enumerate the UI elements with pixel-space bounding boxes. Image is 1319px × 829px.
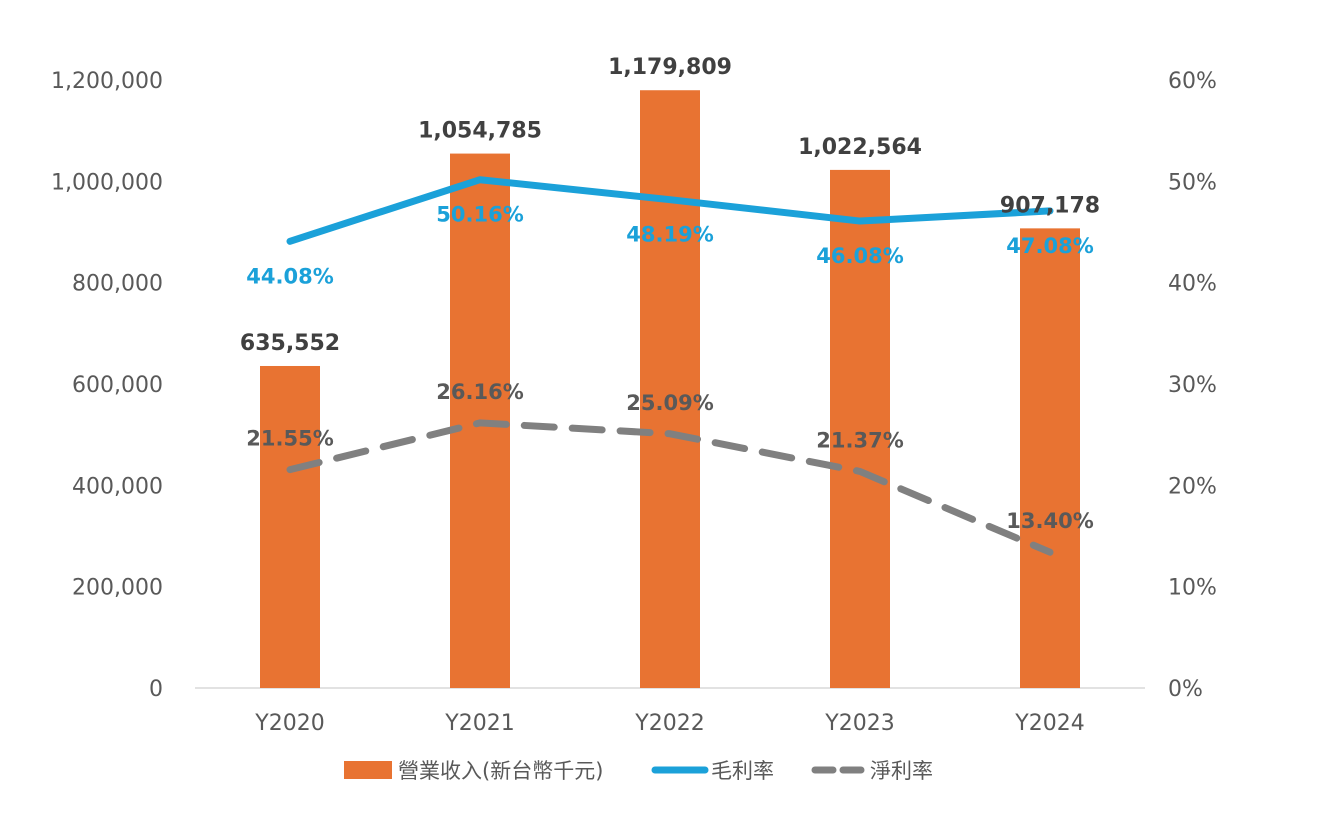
gross-margin-data-label: 48.19% (626, 223, 713, 247)
revenue-bar (830, 169, 890, 689)
right-axis-tick-label: 10% (1168, 576, 1217, 601)
right-axis-tick-label: 60% (1168, 69, 1217, 94)
category-tick-label: Y2023 (824, 711, 894, 736)
revenue-bar (260, 365, 320, 688)
revenue-data-labels: 635,552 1,054,785 1,179,809 1,022,564 907,17… (240, 55, 1100, 356)
legend-net-margin-label: 淨利率 (870, 759, 933, 783)
right-axis-tick-label: 30% (1168, 373, 1217, 398)
category-tick-label: Y2024 (1014, 711, 1084, 736)
left-axis-tick-label: 200,000 (72, 576, 163, 601)
net-margin-line (286, 419, 1054, 556)
right-axis-tick-label: 40% (1168, 272, 1217, 297)
left-axis-tick-label: 0 (149, 677, 163, 702)
category-tick-label: Y2021 (444, 711, 514, 736)
left-axis-ticks: 0 200,000 400,000 600,000 800,000 1,000,000 1,… (51, 69, 163, 702)
revenue-bar (640, 90, 700, 689)
revenue-bar (1020, 228, 1080, 688)
gross-margin-data-label: 47.08% (1006, 234, 1093, 258)
right-axis-tick-label: 50% (1168, 170, 1217, 195)
legend: 營業收入(新台幣千元) 毛利率 淨利率 (344, 759, 933, 783)
legend-revenue-label: 營業收入(新台幣千元) (398, 759, 603, 783)
net-margin-data-labels: 21.55% 26.16% 25.09% 21.37% 13.40% (246, 380, 1093, 533)
legend-gross-margin-label: 毛利率 (711, 759, 774, 783)
legend-revenue-swatch (344, 761, 392, 779)
revenue-data-label: 635,552 (240, 331, 340, 356)
net-margin-data-label: 21.55% (246, 427, 333, 451)
gross-margin-data-label: 46.08% (816, 244, 903, 268)
revenue-data-label: 1,179,809 (608, 55, 732, 80)
net-margin-data-label: 26.16% (436, 380, 523, 404)
gross-margin-line (286, 176, 1054, 245)
category-tick-label: Y2022 (634, 711, 704, 736)
right-axis-ticks: 0% 10% 20% 30% 40% 50% 60% (1168, 69, 1217, 702)
category-tick-label: Y2020 (254, 711, 324, 736)
revenue-bars (260, 90, 1080, 689)
net-margin-series (286, 419, 1054, 556)
right-axis-tick-label: 0% (1168, 677, 1203, 702)
net-margin-data-label: 21.37% (816, 428, 903, 452)
net-margin-data-label: 13.40% (1006, 509, 1093, 533)
left-axis-tick-label: 1,000,000 (51, 170, 163, 195)
left-axis-tick-label: 800,000 (72, 272, 163, 297)
gross-margin-data-label: 44.08% (246, 264, 333, 288)
category-labels: Y2020 Y2021 Y2022 Y2023 Y2024 (254, 711, 1084, 736)
gross-margin-data-label: 50.16% (436, 203, 523, 227)
gross-margin-data-labels: 44.08% 50.16% 48.19% 46.08% 47.08% (246, 203, 1093, 289)
left-axis-tick-label: 600,000 (72, 373, 163, 398)
left-axis-tick-label: 400,000 (72, 474, 163, 499)
revenue-data-label: 1,022,564 (798, 135, 922, 160)
revenue-data-label: 907,178 (1000, 193, 1100, 218)
gross-margin-series (286, 176, 1054, 245)
right-axis-tick-label: 20% (1168, 474, 1217, 499)
revenue-data-label: 1,054,785 (418, 119, 542, 144)
left-axis-tick-label: 1,200,000 (51, 69, 163, 94)
net-margin-data-label: 25.09% (626, 391, 713, 415)
